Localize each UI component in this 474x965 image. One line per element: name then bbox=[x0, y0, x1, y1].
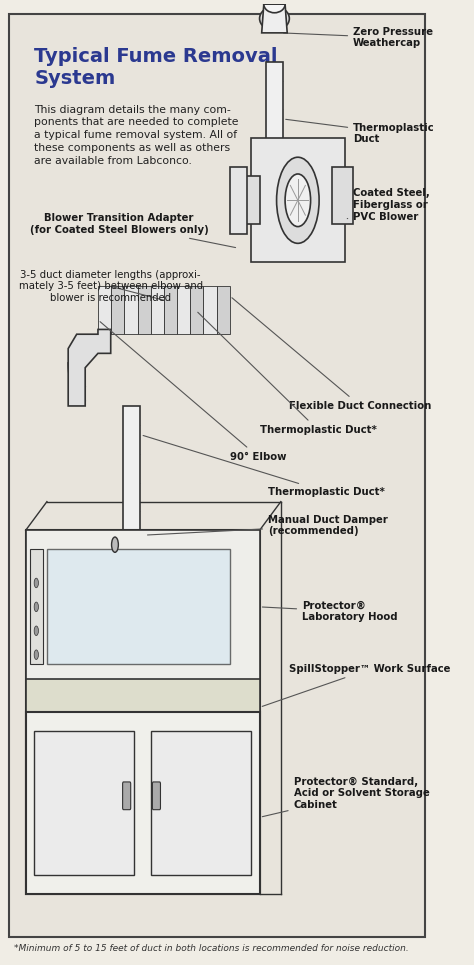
Circle shape bbox=[111, 538, 118, 552]
Bar bbox=[98, 287, 111, 334]
Text: Zero Pressure
Weathercap: Zero Pressure Weathercap bbox=[283, 27, 433, 48]
Ellipse shape bbox=[285, 174, 310, 227]
Bar bbox=[251, 138, 345, 262]
Polygon shape bbox=[68, 329, 111, 406]
Bar bbox=[137, 287, 151, 334]
Text: *Minimum of 5 to 15 feet of duct in both locations is recommended for noise redu: *Minimum of 5 to 15 feet of duct in both… bbox=[14, 945, 409, 953]
Text: Thermoplastic
Duct: Thermoplastic Duct bbox=[286, 120, 435, 144]
Bar bbox=[26, 678, 260, 712]
Bar bbox=[123, 406, 140, 539]
Bar bbox=[266, 62, 283, 157]
Ellipse shape bbox=[260, 7, 289, 31]
Bar bbox=[164, 287, 177, 334]
Bar bbox=[111, 287, 124, 334]
FancyBboxPatch shape bbox=[153, 782, 161, 810]
Text: 90° Elbow: 90° Elbow bbox=[100, 321, 286, 461]
Text: Protector®
Laboratory Hood: Protector® Laboratory Hood bbox=[262, 601, 398, 622]
Text: This diagram details the many com-
ponents that are needed to complete
a typical: This diagram details the many com- ponen… bbox=[34, 104, 239, 166]
Text: Thermoplastic Duct*: Thermoplastic Duct* bbox=[198, 313, 376, 435]
Text: Flexible Duct Connection: Flexible Duct Connection bbox=[232, 298, 432, 411]
Bar bbox=[151, 287, 164, 334]
Circle shape bbox=[34, 578, 38, 588]
Ellipse shape bbox=[264, 0, 285, 13]
Bar bbox=[217, 287, 230, 334]
Bar bbox=[26, 531, 260, 894]
Polygon shape bbox=[262, 4, 287, 33]
FancyBboxPatch shape bbox=[123, 782, 131, 810]
Text: Protector® Standard,
Acid or Solvent Storage
Cabinet: Protector® Standard, Acid or Solvent Sto… bbox=[262, 777, 429, 816]
Text: Typical Fume Removal
System: Typical Fume Removal System bbox=[34, 47, 278, 88]
Bar bbox=[26, 531, 260, 683]
Bar bbox=[190, 287, 203, 334]
Text: Coated Steel,
Fiberglass or
PVC Blower: Coated Steel, Fiberglass or PVC Blower bbox=[347, 188, 430, 222]
Bar bbox=[230, 167, 247, 234]
Polygon shape bbox=[264, 0, 285, 4]
Text: SpillStopper™ Work Surface: SpillStopper™ Work Surface bbox=[262, 664, 451, 706]
FancyBboxPatch shape bbox=[9, 14, 426, 937]
Bar bbox=[177, 287, 190, 334]
Text: Blower Transition Adapter
(for Coated Steel Blowers only): Blower Transition Adapter (for Coated St… bbox=[30, 213, 236, 248]
Bar bbox=[332, 167, 353, 224]
Text: Thermoplastic Duct*: Thermoplastic Duct* bbox=[143, 435, 385, 497]
Bar bbox=[26, 712, 260, 894]
Bar bbox=[151, 731, 251, 874]
Text: Manual Duct Damper
(recommended): Manual Duct Damper (recommended) bbox=[147, 514, 388, 537]
Bar bbox=[124, 287, 137, 334]
Circle shape bbox=[34, 602, 38, 612]
Bar bbox=[203, 287, 217, 334]
Bar bbox=[243, 177, 260, 224]
Ellipse shape bbox=[276, 157, 319, 243]
Bar bbox=[34, 731, 134, 874]
Circle shape bbox=[34, 626, 38, 636]
Bar bbox=[47, 549, 230, 664]
Text: 3-5 duct diameter lengths (approxi-
mately 3-5 feet) between elbow and
blower is: 3-5 duct diameter lengths (approxi- mate… bbox=[18, 270, 203, 303]
Bar bbox=[30, 549, 43, 664]
Bar bbox=[119, 531, 145, 559]
Circle shape bbox=[34, 649, 38, 659]
